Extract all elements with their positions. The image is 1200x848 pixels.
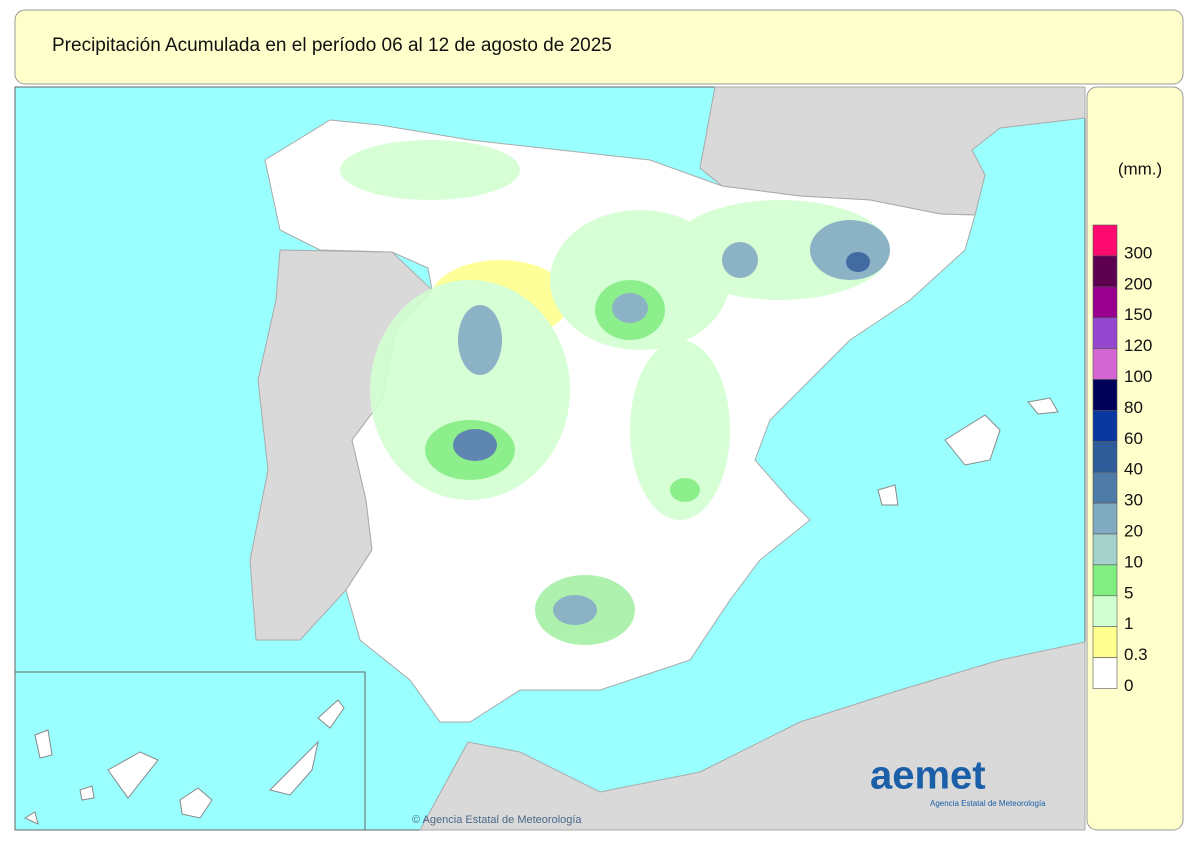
- legend-swatch: [1092, 595, 1118, 627]
- legend-swatch: [1092, 564, 1118, 597]
- legend-swatch: [1092, 657, 1118, 689]
- africa: [419, 641, 1086, 831]
- legend-label: 100: [1124, 367, 1152, 386]
- legend-label: 200: [1124, 274, 1152, 293]
- legend-swatch: [1092, 471, 1118, 504]
- legend-swatch: [1092, 317, 1118, 349]
- legend-swatch: [1092, 255, 1118, 288]
- ibiza: [877, 484, 899, 506]
- legend-swatch: [1092, 502, 1118, 535]
- logo-subtitle: Agencia Estatal de Meteorología: [930, 799, 1046, 808]
- logo-name: aemet: [870, 754, 986, 798]
- legend-unit: (mm.): [1118, 159, 1162, 178]
- legend-label: 5: [1124, 583, 1133, 602]
- legend-swatch: [1092, 348, 1118, 380]
- legend-swatch: [1092, 410, 1118, 442]
- legend-label: 10: [1124, 552, 1143, 571]
- title-box: [14, 9, 1184, 85]
- legend-label: 120: [1124, 336, 1152, 355]
- legend-swatch: [1092, 533, 1118, 566]
- title: Precipitación Acumulada en el período 06…: [52, 35, 612, 56]
- canary-islands: [23, 699, 345, 825]
- menorca: [1027, 397, 1059, 415]
- legend-swatch: [1092, 379, 1118, 411]
- legend-label: 300: [1124, 243, 1152, 262]
- legend-label: 1: [1124, 614, 1133, 633]
- legend-label: 60: [1124, 429, 1143, 448]
- legend-label: 150: [1124, 305, 1152, 324]
- legend-label: 80: [1124, 398, 1143, 417]
- legend-swatch: [1092, 286, 1118, 318]
- legend-label: 20: [1124, 521, 1143, 540]
- legend: 300 200 150 120 100 80 60 40 30 20 10 5 1 0.3 0: [1092, 224, 1152, 695]
- legend-swatch: [1092, 626, 1118, 658]
- mallorca: [944, 414, 1001, 466]
- legend-label: 0: [1124, 676, 1133, 695]
- legend-label: 0.3: [1124, 645, 1148, 664]
- legend-label: 30: [1124, 491, 1143, 510]
- credit: © Agencia Estatal de Meteorología: [412, 814, 582, 826]
- map: aemet Agencia Estatal de Meteorología © …: [14, 86, 1086, 831]
- legend-label: 40: [1124, 460, 1143, 479]
- legend-swatch: [1092, 224, 1118, 257]
- legend-swatch: [1092, 440, 1118, 473]
- precipitation-areas: [340, 140, 890, 645]
